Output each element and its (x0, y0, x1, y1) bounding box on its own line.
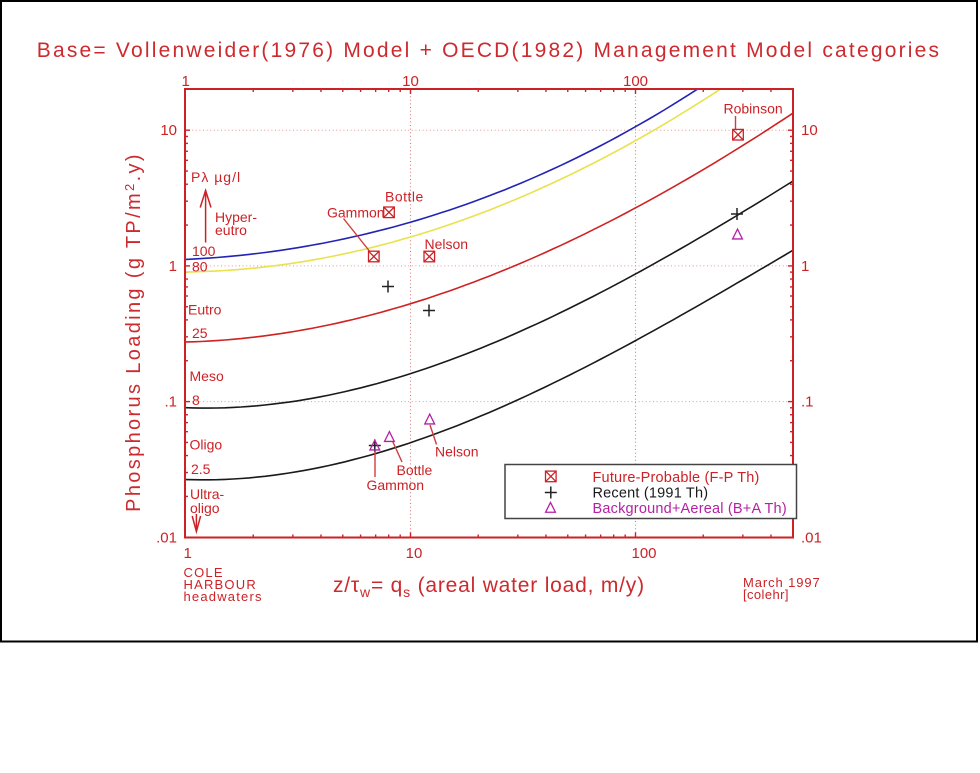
svg-text:.1: .1 (164, 394, 177, 411)
svg-text:z/τw= qs (areal water load, m/: z/τw= qs (areal water load, m/y) (333, 574, 645, 600)
svg-text:COLE: COLE (184, 565, 224, 580)
svg-text:oligo: oligo (190, 500, 220, 516)
svg-text:2.5: 2.5 (191, 461, 211, 477)
svg-text:1: 1 (801, 258, 809, 275)
svg-text:Future-Probable (F-P Th): Future-Probable (F-P Th) (593, 470, 760, 486)
svg-text:Nelson: Nelson (435, 444, 479, 460)
svg-text:10: 10 (402, 73, 419, 90)
svg-text:80: 80 (192, 259, 208, 275)
svg-text:100: 100 (631, 545, 656, 562)
svg-text:Ultra-: Ultra- (190, 486, 225, 502)
svg-text:Bottle: Bottle (385, 189, 424, 205)
svg-text:[colehr]: [colehr] (743, 587, 789, 602)
svg-text:.01: .01 (801, 530, 822, 547)
svg-text:Oligo: Oligo (190, 437, 223, 453)
svg-text:Nelson: Nelson (425, 236, 469, 252)
svg-text:Recent (1991 Th): Recent (1991 Th) (593, 486, 709, 502)
svg-text:Background+Aereal (B+A Th): Background+Aereal (B+A Th) (593, 501, 787, 517)
svg-text:1: 1 (184, 545, 192, 562)
svg-text:eutro: eutro (215, 222, 247, 238)
svg-text:Pλ µg/l: Pλ µg/l (191, 169, 241, 185)
svg-text:10: 10 (160, 122, 177, 139)
svg-text:25: 25 (192, 325, 208, 341)
svg-text:Base= Vollenweider(1976) Model: Base= Vollenweider(1976) Model + OECD(19… (37, 39, 941, 62)
svg-text:10: 10 (801, 122, 818, 139)
svg-text:.1: .1 (801, 394, 814, 411)
svg-text:Robinson: Robinson (724, 101, 783, 117)
svg-text:8: 8 (192, 392, 200, 408)
svg-text:Eutro: Eutro (188, 302, 222, 318)
svg-text:headwaters: headwaters (184, 589, 263, 604)
svg-text:1: 1 (182, 73, 190, 90)
svg-text:100: 100 (623, 73, 648, 90)
svg-text:Gammon: Gammon (327, 205, 385, 221)
svg-text:Bottle: Bottle (397, 462, 433, 478)
svg-text:Hyper-: Hyper- (215, 209, 257, 225)
svg-text:Meso: Meso (190, 368, 224, 384)
svg-text:Gammon: Gammon (367, 477, 425, 493)
svg-text:HARBOUR: HARBOUR (184, 577, 257, 592)
svg-text:Phosphorus Loading (g TP/m2.y): Phosphorus Loading (g TP/m2.y) (122, 152, 145, 512)
svg-text:10: 10 (406, 545, 423, 562)
svg-text:.01: .01 (156, 530, 177, 547)
svg-text:March 1997: March 1997 (743, 575, 821, 590)
svg-text:100: 100 (192, 243, 216, 259)
svg-text:1: 1 (169, 258, 177, 275)
